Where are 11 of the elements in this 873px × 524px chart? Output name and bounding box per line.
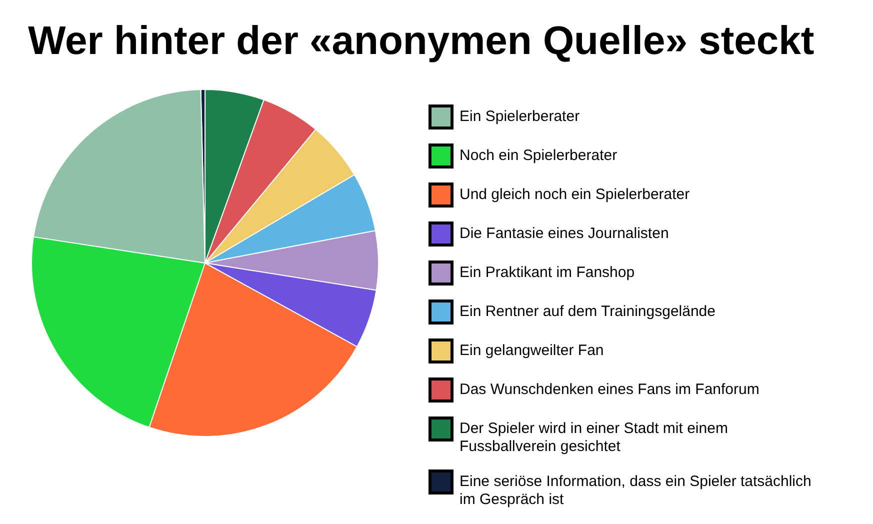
chart-title: Wer hinter der «anonymen Quelle» steckt bbox=[28, 19, 814, 64]
legend-label: Ein Praktikant im Fanshop bbox=[460, 264, 635, 282]
legend-label: Und gleich noch ein Spielerberater bbox=[460, 186, 690, 204]
legend-label: Der Spieler wird in einer Stadt mit einem Fussballverein gesichtet bbox=[460, 420, 728, 456]
legend-label: Noch ein Spielerberater bbox=[460, 147, 618, 164]
legend-label: Ein Rentner auf dem Trainingsgelände bbox=[460, 303, 716, 320]
legend-label: Das Wunschdenken eines Fans im Fanforum bbox=[460, 381, 760, 398]
legend-label: Ein Spielerberater bbox=[460, 108, 580, 126]
legend-label: Ein gelangweilter Fan bbox=[460, 342, 604, 360]
legend-label: Eine seriöse Information, dass ein Spieler tatsächlich im Gespräch ist bbox=[460, 473, 812, 508]
legend-label: Die Fantasie eines Journalisten bbox=[460, 225, 669, 242]
